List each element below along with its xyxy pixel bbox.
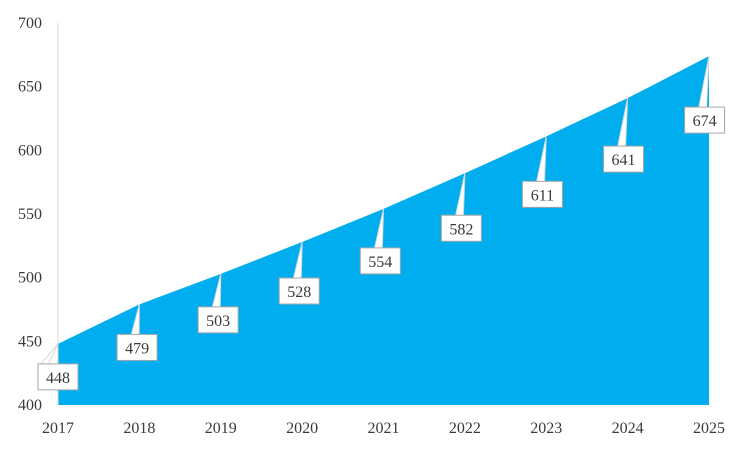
data-label-box (37, 363, 79, 391)
y-tick-label: 500 (18, 270, 42, 287)
x-tick-label: 2017 (42, 420, 74, 437)
x-tick-label: 2023 (530, 420, 562, 437)
data-label-box (603, 145, 645, 173)
y-tick-label: 400 (18, 397, 42, 414)
data-label: 479 (116, 304, 158, 361)
data-label: 611 (521, 136, 563, 208)
y-tick-label: 650 (18, 79, 42, 96)
x-tick-label: 2022 (449, 420, 481, 437)
data-label: 641 (603, 98, 645, 173)
data-label-box (440, 214, 482, 242)
x-tick-label: 2019 (205, 420, 237, 437)
data-label-text: 611 (531, 187, 554, 204)
data-label: 554 (359, 208, 401, 275)
data-label: 503 (197, 273, 239, 334)
x-tick-label: 2021 (368, 420, 400, 437)
data-label-text: 503 (206, 313, 230, 330)
data-label-text: 479 (125, 340, 149, 357)
data-label-text: 528 (287, 284, 311, 301)
data-label-text: 674 (693, 113, 717, 130)
data-label-text: 448 (46, 370, 70, 387)
data-label-text: 582 (449, 221, 473, 238)
data-label-box (359, 247, 401, 275)
data-label: 582 (440, 173, 482, 242)
axes: 400 450 500 550 600 650 700 2017 2018 2019 2020 202… (18, 15, 725, 437)
x-tick-label: 2020 (286, 420, 318, 437)
data-label-text: 641 (612, 152, 636, 169)
y-tick-label: 600 (18, 142, 42, 159)
data-label-box (684, 106, 726, 134)
x-tick-label: 2024 (612, 420, 644, 437)
data-label-box (521, 180, 563, 208)
data-label-box (278, 277, 320, 305)
y-tick-label: 450 (18, 333, 42, 350)
y-tick-label: 700 (18, 15, 42, 32)
y-tick-label: 550 (18, 206, 42, 223)
data-label: 528 (278, 241, 320, 305)
data-label: 674 (684, 56, 726, 134)
data-label-box (116, 333, 158, 361)
data-label: 448 (37, 343, 79, 391)
x-tick-label: 2018 (123, 420, 155, 437)
data-label-text: 554 (368, 254, 392, 271)
data-labels: 448 479 503 528 554 582 611 641 674 (37, 56, 726, 391)
data-label-box (197, 306, 239, 334)
x-tick-label: 2025 (693, 420, 725, 437)
callout-leader (38, 343, 59, 366)
